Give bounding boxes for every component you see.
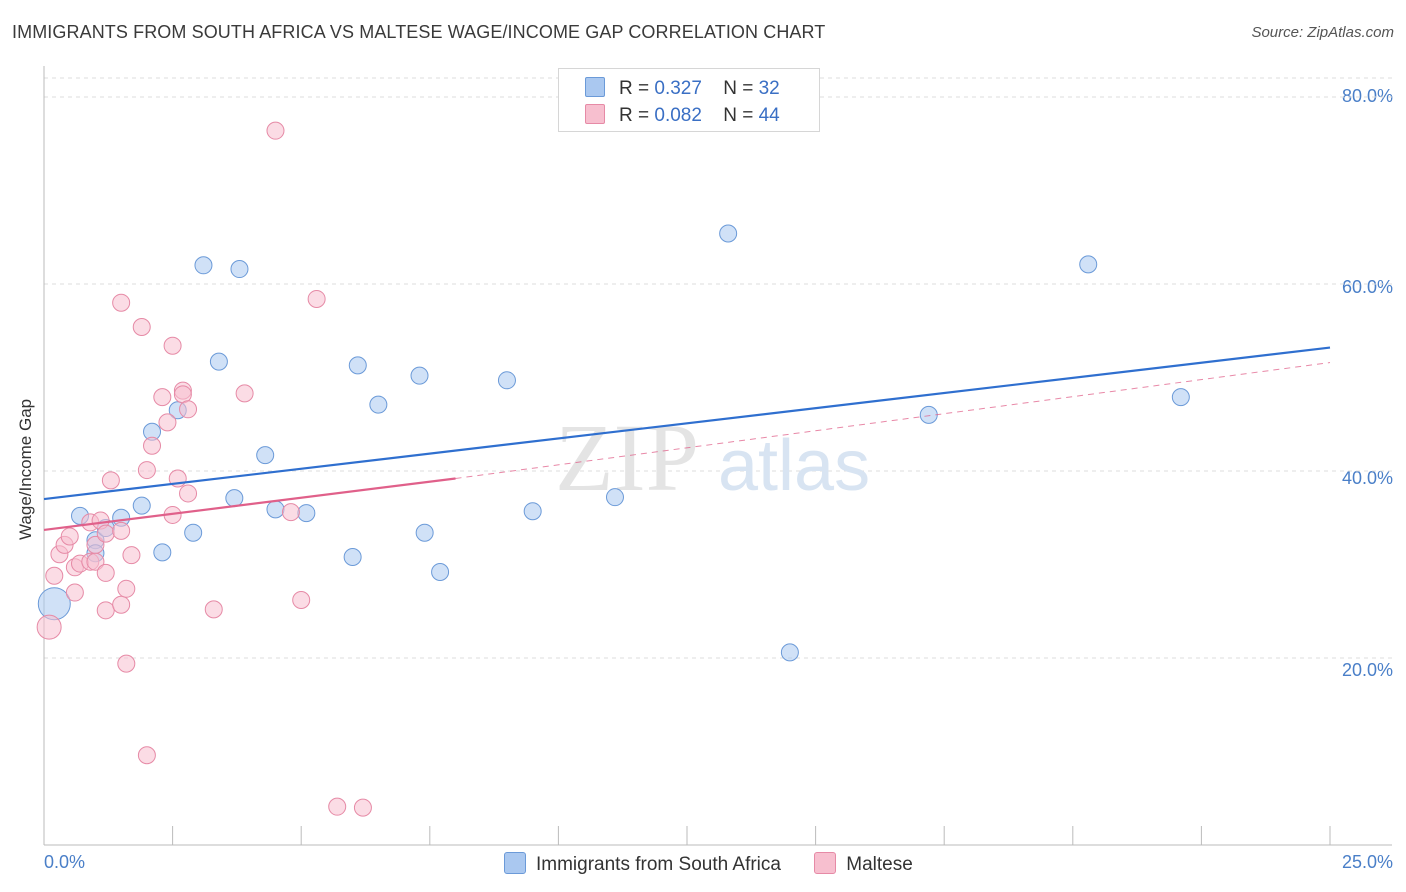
point-south-africa <box>184 523 203 542</box>
n-label: N = <box>723 78 754 99</box>
trend-lines <box>43 346 1331 531</box>
legend-item-south-africa: Immigrants from South Africa <box>504 852 781 876</box>
r-label: R = <box>619 105 650 126</box>
legend-label: Immigrants from South Africa <box>536 854 781 875</box>
y-tick-label-20: 20.0% <box>1341 660 1393 680</box>
point-maltese <box>96 601 115 620</box>
trend-line-maltese <box>43 477 456 531</box>
legend-item-maltese: Maltese <box>814 852 913 876</box>
point-south-africa <box>919 405 938 424</box>
point-maltese <box>292 591 311 610</box>
point-maltese <box>179 400 198 419</box>
legend-row-south-africa: R = 0.327 N = 32 <box>585 77 780 100</box>
point-maltese <box>179 484 198 503</box>
legend-label: Maltese <box>846 854 913 875</box>
point-south-africa <box>194 256 213 275</box>
n-label: N = <box>723 105 754 126</box>
series-legend: Immigrants from South Africa Maltese <box>504 852 941 876</box>
point-south-africa <box>132 496 151 515</box>
legend-swatch-blue <box>585 77 605 97</box>
n-value: 32 <box>758 78 780 99</box>
point-maltese <box>173 385 192 404</box>
n-value: 44 <box>758 105 780 126</box>
point-maltese <box>204 600 223 619</box>
point-south-africa <box>410 366 429 385</box>
point-south-africa <box>497 371 516 390</box>
point-maltese <box>86 552 105 571</box>
point-maltese <box>353 798 372 817</box>
trend-line-south-africa <box>43 346 1331 501</box>
point-south-africa <box>780 643 799 662</box>
y-tick-label-80: 80.0% <box>1341 86 1393 106</box>
point-maltese <box>137 746 156 765</box>
point-south-africa <box>230 260 249 279</box>
point-maltese <box>36 614 62 640</box>
point-south-africa <box>523 502 542 521</box>
point-south-africa <box>605 488 624 507</box>
r-label: R = <box>619 78 650 99</box>
point-south-africa <box>369 395 388 414</box>
point-maltese <box>117 579 136 598</box>
point-maltese <box>143 436 162 455</box>
point-maltese <box>60 527 79 546</box>
point-south-africa <box>1079 255 1098 274</box>
point-maltese <box>122 546 141 565</box>
point-maltese <box>153 388 172 407</box>
point-south-africa <box>256 446 275 465</box>
point-maltese <box>117 654 136 673</box>
point-maltese <box>96 524 115 543</box>
y-tick-label-40: 40.0% <box>1341 468 1393 488</box>
point-maltese <box>132 318 151 337</box>
point-maltese <box>266 121 285 140</box>
point-maltese <box>112 521 131 540</box>
legend-swatch-pink <box>814 852 837 874</box>
gridlines <box>44 77 1392 659</box>
legend-swatch-blue <box>504 852 526 874</box>
trend-extension-maltese <box>455 362 1331 479</box>
x-tick-label-max: 25.0% <box>1341 852 1393 872</box>
point-south-africa <box>225 489 244 508</box>
point-maltese <box>45 566 64 585</box>
point-south-africa <box>343 548 362 567</box>
point-maltese <box>235 384 254 403</box>
r-value: 0.327 <box>654 78 702 99</box>
correlation-legend: R = 0.327 N = 32 R = 0.082 N = 44 <box>558 68 820 132</box>
point-maltese <box>328 797 347 816</box>
source-credit: Source: ZipAtlas.com <box>1251 24 1394 41</box>
point-south-africa <box>415 523 434 542</box>
point-maltese <box>101 471 120 490</box>
point-south-africa <box>153 543 172 562</box>
point-maltese <box>281 503 300 522</box>
point-south-africa <box>1171 388 1190 407</box>
point-maltese <box>137 461 156 480</box>
point-maltese <box>112 595 131 614</box>
point-maltese <box>163 336 182 355</box>
watermark-atlas: atlas <box>718 426 870 506</box>
chart-title: IMMIGRANTS FROM SOUTH AFRICA VS MALTESE … <box>12 22 826 42</box>
point-maltese <box>307 289 326 308</box>
data-points <box>36 121 1190 817</box>
r-value: 0.082 <box>654 105 702 126</box>
watermark: ZIP atlas <box>555 404 870 511</box>
point-maltese <box>158 413 177 432</box>
point-maltese <box>96 563 115 582</box>
point-maltese <box>65 583 84 602</box>
y-tick-label-60: 60.0% <box>1341 277 1393 297</box>
legend-swatch-pink <box>585 104 605 124</box>
legend-row-maltese: R = 0.082 N = 44 <box>585 104 780 127</box>
point-south-africa <box>297 504 316 523</box>
point-south-africa <box>348 356 367 375</box>
point-south-africa <box>719 224 738 243</box>
point-south-africa <box>266 500 285 519</box>
watermark-zip: ZIP <box>555 404 699 511</box>
point-south-africa <box>37 587 71 621</box>
axes <box>43 66 1392 846</box>
point-maltese <box>112 293 131 312</box>
point-south-africa <box>209 352 228 371</box>
point-south-africa <box>431 562 450 581</box>
x-tick-label-min: 0.0% <box>44 852 86 872</box>
